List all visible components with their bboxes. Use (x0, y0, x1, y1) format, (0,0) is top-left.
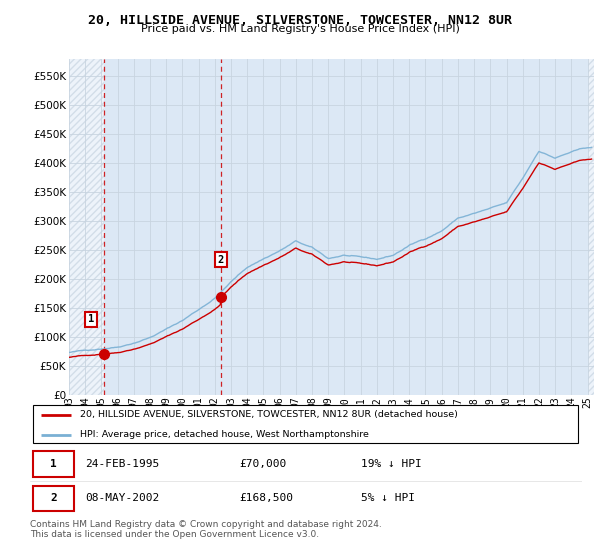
FancyBboxPatch shape (33, 405, 578, 443)
Text: 2: 2 (50, 493, 57, 503)
Text: 20, HILLSIDE AVENUE, SILVERSTONE, TOWCESTER, NN12 8UR: 20, HILLSIDE AVENUE, SILVERSTONE, TOWCES… (88, 14, 512, 27)
Text: HPI: Average price, detached house, West Northamptonshire: HPI: Average price, detached house, West… (80, 430, 368, 439)
Text: Price paid vs. HM Land Registry's House Price Index (HPI): Price paid vs. HM Land Registry's House … (140, 24, 460, 34)
Text: £70,000: £70,000 (240, 459, 287, 469)
FancyBboxPatch shape (33, 451, 74, 477)
Bar (587, 59, 594, 395)
Text: 2: 2 (218, 255, 224, 264)
Bar (69, 59, 104, 395)
Text: 5% ↓ HPI: 5% ↓ HPI (361, 493, 415, 503)
Text: 1: 1 (88, 315, 94, 324)
Text: 20, HILLSIDE AVENUE, SILVERSTONE, TOWCESTER, NN12 8UR (detached house): 20, HILLSIDE AVENUE, SILVERSTONE, TOWCES… (80, 410, 458, 419)
Text: Contains HM Land Registry data © Crown copyright and database right 2024.
This d: Contains HM Land Registry data © Crown c… (30, 520, 382, 539)
Text: £168,500: £168,500 (240, 493, 294, 503)
FancyBboxPatch shape (33, 486, 74, 511)
Text: 1: 1 (50, 459, 57, 469)
Text: 19% ↓ HPI: 19% ↓ HPI (361, 459, 422, 469)
Text: 24-FEB-1995: 24-FEB-1995 (85, 459, 160, 469)
Text: 08-MAY-2002: 08-MAY-2002 (85, 493, 160, 503)
